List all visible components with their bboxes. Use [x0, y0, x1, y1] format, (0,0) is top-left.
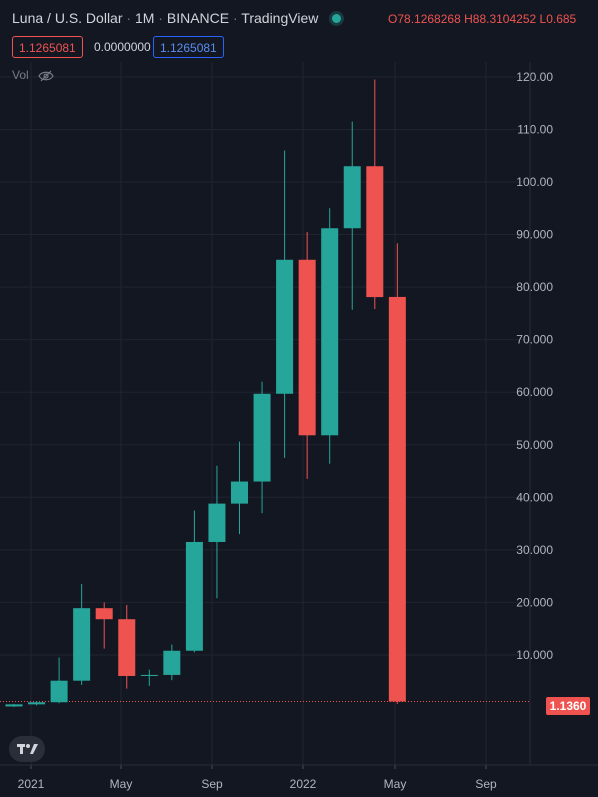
candle-body[interactable] — [185, 541, 203, 651]
open-value: 78.1268268 — [397, 12, 461, 26]
high-label: H — [464, 12, 473, 26]
y-tick-label: 50.000 — [516, 438, 553, 452]
candle-body[interactable] — [276, 259, 294, 394]
candle-body[interactable] — [140, 674, 158, 676]
candle-body[interactable] — [73, 608, 91, 681]
x-tick-label: May — [384, 777, 407, 791]
candle-body[interactable] — [163, 650, 181, 675]
y-tick-label: 40.000 — [516, 490, 553, 504]
candle-body[interactable] — [253, 393, 271, 482]
y-tick-label: 30.000 — [516, 543, 553, 557]
tradingview-logo[interactable] — [9, 736, 45, 762]
x-tick-label: 2021 — [18, 777, 45, 791]
candle-body[interactable] — [343, 166, 361, 229]
market-status-icon[interactable] — [332, 14, 342, 24]
candle-body[interactable] — [388, 296, 406, 702]
low-value: 0.685 — [546, 12, 577, 26]
candle-body[interactable] — [118, 619, 136, 676]
candle-body[interactable] — [208, 503, 226, 542]
volume-label: Vol — [12, 68, 29, 82]
low-label: L — [539, 12, 547, 26]
source-label: TradingView — [241, 10, 319, 26]
volume-legend[interactable]: Vol — [12, 68, 54, 82]
indicator-value-3[interactable]: 1.1265081 — [153, 36, 224, 58]
y-tick-label: 10.000 — [516, 648, 553, 662]
y-tick-label: 60.000 — [516, 385, 553, 399]
candle-body[interactable] — [298, 259, 316, 436]
x-tick-label: 2022 — [290, 777, 317, 791]
candle-body[interactable] — [5, 704, 23, 707]
x-tick-label: May — [110, 777, 133, 791]
high-value: 88.3104252 — [472, 12, 537, 26]
y-tick-label: 120.00 — [516, 70, 553, 84]
candle-body[interactable] — [366, 166, 384, 298]
eye-hidden-icon[interactable] — [38, 70, 54, 82]
symbol-name: Luna / U.S. Dollar — [12, 10, 123, 26]
candle-body[interactable] — [28, 702, 46, 705]
x-tick-label: Sep — [475, 777, 497, 791]
indicator-value-1[interactable]: 1.1265081 — [12, 36, 83, 58]
indicator-value-2: 0.0000000 — [94, 40, 151, 54]
exchange-label: BINANCE — [166, 10, 230, 26]
y-tick-label: 110.00 — [517, 122, 553, 136]
y-tick-label: 90.000 — [516, 228, 553, 242]
candle-body[interactable] — [321, 228, 339, 436]
symbol-legend[interactable]: Luna / U.S. Dollar · 1M · BINANCE · Trad… — [12, 10, 347, 26]
tradingview-logo-icon — [17, 744, 38, 754]
ohlc-values: O78.1268268 H88.3104252 L0.685 — [388, 12, 576, 26]
candle-body[interactable] — [50, 680, 68, 703]
last-price-label: 1.1360 — [546, 697, 590, 715]
y-tick-label: 80.000 — [516, 280, 553, 294]
interval-label: 1M — [134, 10, 155, 26]
candle-body[interactable] — [95, 608, 113, 620]
y-tick-label: 100.00 — [516, 175, 553, 189]
open-label: O — [388, 12, 398, 26]
y-tick-label: 70.000 — [516, 333, 553, 347]
candle-body[interactable] — [231, 481, 248, 504]
x-tick-label: Sep — [201, 777, 223, 791]
y-tick-label: 20.000 — [516, 595, 553, 609]
